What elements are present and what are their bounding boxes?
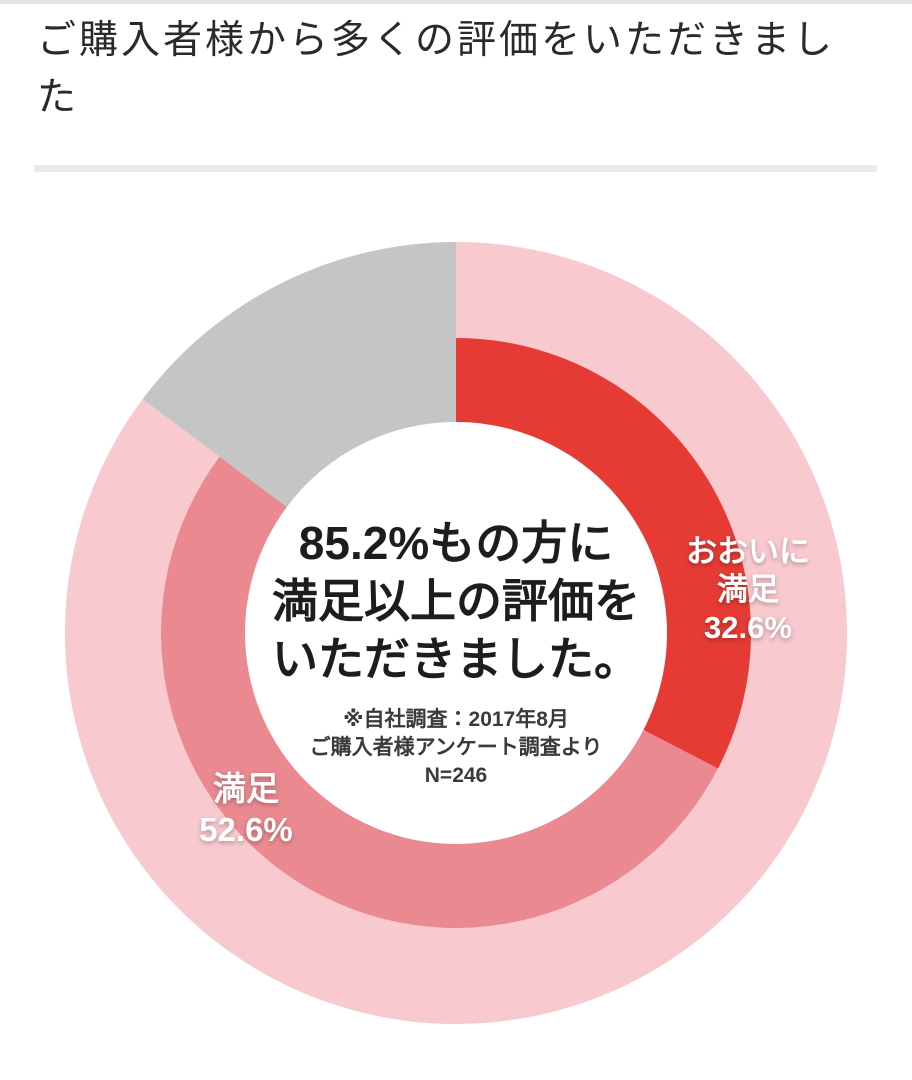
label-very-satisfied-line-2: 満足 bbox=[717, 572, 779, 607]
segment-other bbox=[142, 241, 456, 507]
label-very-satisfied-line-1: おおいに bbox=[686, 534, 810, 569]
segment-very-satisfied bbox=[456, 338, 752, 769]
label-satisfied: 満足 52.6% bbox=[146, 768, 346, 850]
page-title: ご購入者様から多くの評価をいただきました bbox=[37, 19, 836, 119]
title-divider bbox=[34, 165, 877, 172]
segment-satisfied bbox=[160, 456, 718, 929]
center-headline: 85.2%もの方に 満足以上の評価を いただきました。 bbox=[246, 514, 666, 688]
center-headline-line-2: 満足以上の評価を bbox=[272, 575, 640, 627]
label-very-satisfied-value: 32.6% bbox=[704, 610, 792, 645]
top-window-edge bbox=[0, 0, 912, 4]
label-satisfied-value: 52.6% bbox=[199, 811, 293, 848]
survey-note-line-3: N=246 bbox=[424, 764, 488, 787]
center-headline-line-3: いただきました。 bbox=[272, 633, 640, 685]
label-satisfied-line-1: 満足 bbox=[213, 770, 279, 807]
label-very-satisfied: おおいに 満足 32.6% bbox=[648, 533, 848, 647]
center-headline-line-1: 85.2%もの方に bbox=[298, 517, 614, 569]
survey-note-line-2: ご購入者様アンケート調査より bbox=[309, 736, 603, 759]
survey-note-line-1: ※自社調査：2017年8月 bbox=[343, 708, 569, 731]
survey-note: ※自社調査：2017年8月 ご購入者様アンケート調査より N=246 bbox=[256, 706, 656, 790]
